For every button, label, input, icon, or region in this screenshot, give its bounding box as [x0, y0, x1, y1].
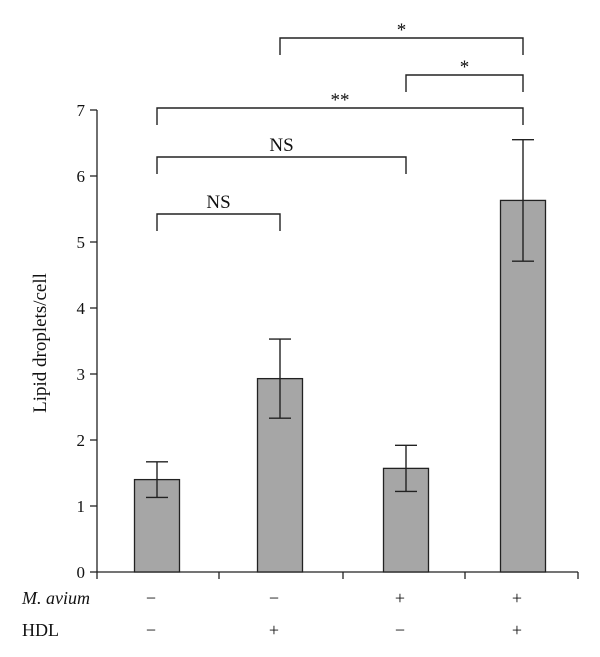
- significance-label: *: [460, 57, 470, 78]
- y-tick-label: 2: [77, 431, 86, 450]
- significance-label: NS: [269, 135, 293, 156]
- condition-symbol: +: [269, 620, 279, 640]
- significance-label: **: [331, 90, 350, 111]
- y-tick-label: 1: [77, 497, 86, 516]
- condition-symbol: +: [395, 588, 405, 608]
- significance-bracket: [405, 74, 524, 92]
- y-tick-label: 0: [77, 563, 86, 582]
- y-tick-label: 4: [77, 299, 86, 318]
- condition-symbol: −: [395, 620, 405, 640]
- y-tick-label: 3: [77, 365, 86, 384]
- condition-symbol: +: [512, 588, 522, 608]
- condition-row-label: HDL: [22, 620, 59, 640]
- condition-row-label: M. avium: [21, 588, 90, 608]
- condition-symbol: −: [146, 620, 156, 640]
- significance-bracket: [156, 156, 407, 174]
- significance-bracket: [156, 107, 524, 125]
- y-tick-label: 7: [77, 101, 86, 120]
- y-tick-label: 6: [77, 167, 86, 186]
- significance-bracket: [279, 37, 524, 55]
- condition-symbol: −: [269, 588, 279, 608]
- significance-label: NS: [206, 192, 230, 213]
- y-tick-label: 5: [77, 233, 86, 252]
- condition-symbol: +: [512, 620, 522, 640]
- condition-symbol: −: [146, 588, 156, 608]
- significance-bracket: [156, 213, 281, 231]
- y-axis-label: Lipid droplets/cell: [30, 273, 51, 413]
- significance-label: *: [397, 20, 407, 41]
